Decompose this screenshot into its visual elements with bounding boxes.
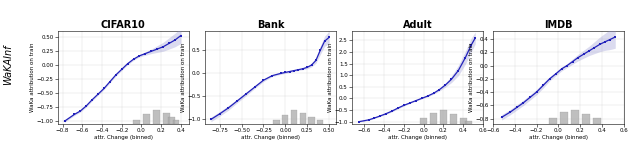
Bar bbox=[582, 113, 589, 124]
Bar bbox=[317, 120, 323, 124]
Bar bbox=[282, 115, 289, 124]
Bar bbox=[430, 113, 437, 124]
Title: Adult: Adult bbox=[403, 20, 433, 30]
Bar bbox=[291, 110, 297, 124]
Bar bbox=[133, 120, 140, 124]
Title: IMDB: IMDB bbox=[544, 20, 573, 30]
X-axis label: attr. Change (binned): attr. Change (binned) bbox=[241, 135, 300, 140]
Bar bbox=[420, 118, 427, 124]
Bar bbox=[549, 118, 557, 124]
Bar bbox=[163, 113, 170, 124]
Bar bbox=[308, 117, 315, 124]
Bar bbox=[300, 113, 306, 124]
Bar bbox=[153, 110, 160, 124]
Bar bbox=[560, 112, 568, 124]
Bar bbox=[465, 121, 472, 124]
Bar bbox=[450, 114, 457, 124]
Title: CIFAR10: CIFAR10 bbox=[101, 20, 145, 30]
X-axis label: attr. Change (binned): attr. Change (binned) bbox=[529, 135, 588, 140]
Text: WaKAInf: WaKAInf bbox=[3, 45, 13, 85]
Y-axis label: WaKa attribution on train: WaKa attribution on train bbox=[181, 43, 186, 112]
Title: Bank: Bank bbox=[257, 20, 284, 30]
Bar bbox=[440, 110, 447, 124]
Bar bbox=[168, 117, 175, 124]
Bar bbox=[273, 120, 280, 124]
X-axis label: attr. Change (binned): attr. Change (binned) bbox=[388, 135, 447, 140]
Y-axis label: WaKa attribution on train: WaKa attribution on train bbox=[30, 43, 35, 112]
X-axis label: attr. Change (binned): attr. Change (binned) bbox=[93, 135, 153, 140]
Bar bbox=[460, 118, 467, 124]
Bar bbox=[571, 110, 579, 124]
Y-axis label: WaKa attribution on train: WaKa attribution on train bbox=[469, 43, 474, 112]
Bar bbox=[173, 120, 179, 124]
Bar bbox=[593, 118, 600, 124]
Bar bbox=[143, 114, 150, 124]
Y-axis label: WaKa attribution on train: WaKa attribution on train bbox=[328, 43, 333, 112]
